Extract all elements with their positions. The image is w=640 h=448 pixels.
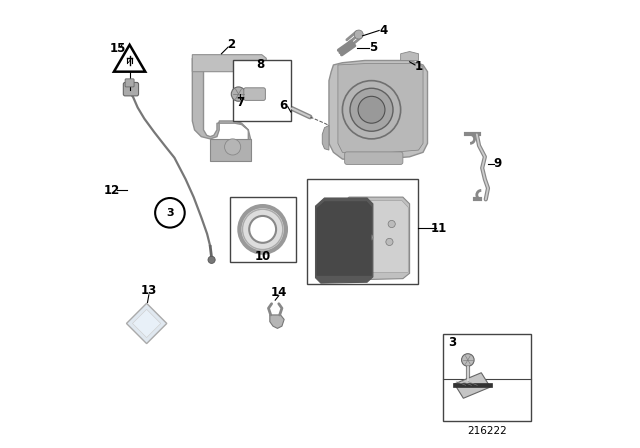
Text: 13: 13 [141,284,157,297]
Text: 10: 10 [255,250,271,263]
Text: 3: 3 [448,336,456,349]
Circle shape [365,234,373,241]
Text: 1: 1 [415,60,422,73]
Circle shape [208,256,215,263]
Circle shape [155,198,185,228]
Text: 216222: 216222 [467,426,506,436]
Polygon shape [127,303,167,344]
Polygon shape [210,139,251,161]
Text: 8: 8 [257,58,265,72]
FancyBboxPatch shape [124,82,139,96]
Polygon shape [317,202,371,276]
Text: 9: 9 [493,157,502,170]
Circle shape [249,216,276,243]
Bar [230,197,296,262]
Polygon shape [192,58,251,161]
Polygon shape [340,197,410,280]
Text: ✓: ✓ [126,57,133,66]
Circle shape [358,96,385,123]
Polygon shape [316,198,373,283]
Polygon shape [114,45,145,72]
Circle shape [355,30,364,39]
Polygon shape [401,52,419,60]
Circle shape [461,354,474,366]
Circle shape [388,220,396,228]
Text: 5: 5 [369,41,378,55]
Polygon shape [192,55,266,72]
Text: 14: 14 [271,285,287,299]
Text: 7: 7 [236,95,244,109]
Polygon shape [329,60,428,161]
Polygon shape [270,315,284,328]
Circle shape [350,88,393,131]
Text: 2: 2 [227,38,236,52]
Circle shape [342,81,401,139]
Polygon shape [338,64,423,155]
Polygon shape [342,201,408,272]
Text: 11: 11 [431,222,447,235]
FancyBboxPatch shape [244,88,266,100]
Circle shape [231,87,246,101]
Text: 3: 3 [166,208,173,218]
Circle shape [386,238,393,246]
Text: 6: 6 [279,99,287,112]
Polygon shape [132,309,161,338]
Text: 4: 4 [380,23,388,37]
Circle shape [225,139,241,155]
Text: 15: 15 [109,42,125,55]
FancyBboxPatch shape [345,152,403,164]
Bar [307,179,418,284]
Bar [443,334,531,421]
Bar [453,383,492,387]
Text: 12: 12 [104,184,120,197]
Circle shape [239,206,286,253]
Bar [233,60,291,121]
Polygon shape [323,125,329,150]
FancyBboxPatch shape [125,79,134,87]
Polygon shape [454,373,490,398]
